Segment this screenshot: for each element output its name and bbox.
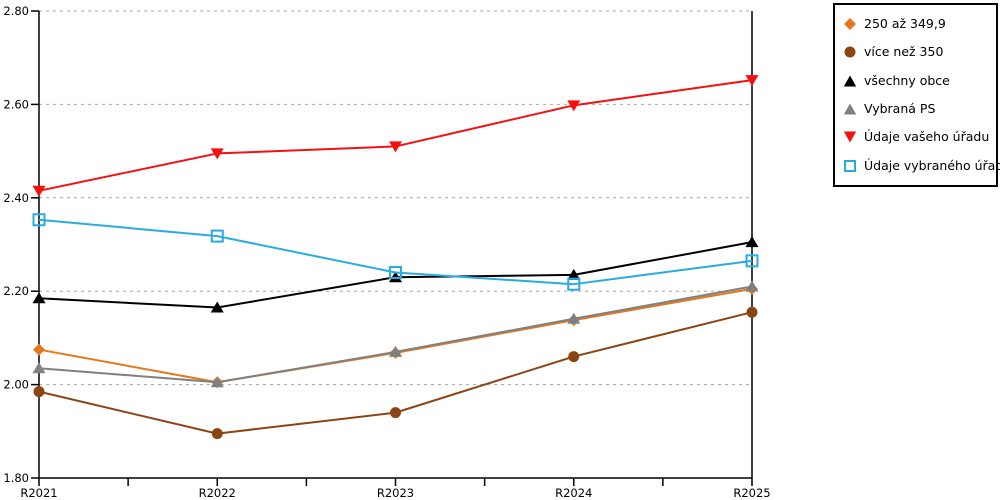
- circle-marker: [390, 407, 401, 419]
- square-open-marker: [745, 254, 759, 268]
- legend-item-label: Vybraná PS: [864, 100, 936, 116]
- triangle-down-marker: [32, 185, 46, 197]
- legend-item-label: všechny obce: [864, 72, 950, 88]
- circle-legend-icon: [844, 46, 856, 58]
- triangle-up-marker: [567, 268, 581, 280]
- legend-item: 250 až 349,9: [843, 17, 992, 31]
- circle-marker: [211, 428, 223, 440]
- triangle-down-marker: [745, 75, 759, 87]
- series-line-4: [38, 79, 753, 192]
- legend-item-label: Údaje vašeho úřadu: [864, 129, 990, 145]
- triangle-up-marker: [745, 236, 759, 248]
- circle-marker: [568, 351, 580, 363]
- series-line-5: [38, 218, 753, 286]
- triangle-up-marker: [745, 280, 759, 292]
- triangle-up-marker: [389, 271, 402, 283]
- square-open-marker: [32, 213, 46, 227]
- y-tick-label: 2.40: [3, 191, 29, 205]
- triangle-up-marker: [210, 301, 224, 313]
- triangle-down-marker: [389, 141, 402, 153]
- square-open-marker: [389, 266, 402, 280]
- triangle-down-marker: [567, 100, 581, 112]
- x-tick-label: R2025: [733, 486, 770, 500]
- x-tick-label: R2024: [555, 486, 592, 500]
- square-open-legend-icon: [844, 159, 856, 172]
- legend-item-label: více než 350: [864, 44, 944, 60]
- triangle-up-marker: [389, 345, 402, 357]
- legend-item-label: Údaje vybraného úřadu: [864, 157, 1000, 173]
- legend-item: více než 350: [843, 45, 992, 59]
- triangle-up-marker: [32, 292, 46, 304]
- y-tick-label: 2.80: [3, 4, 29, 18]
- triangle-down-marker: [210, 148, 224, 160]
- y-tick-label: 1.80: [3, 471, 29, 485]
- triangle-down-legend-icon: [843, 131, 857, 143]
- series-line-3: [38, 285, 753, 384]
- triangle-up-marker: [567, 312, 581, 324]
- legend-item: Údaje vybraného úřadu: [843, 159, 1000, 173]
- triangle-up-marker: [210, 376, 224, 388]
- circle-marker: [33, 386, 45, 398]
- square-open-marker: [567, 277, 581, 291]
- y-tick-label: 2.20: [3, 284, 29, 298]
- circle-marker: [746, 306, 758, 318]
- y-tick-label: 2.00: [3, 378, 29, 392]
- x-tick-label: R2022: [199, 486, 236, 500]
- triangle-up-legend-icon: [843, 75, 857, 87]
- x-tick-label: R2021: [20, 486, 57, 500]
- legend-item: Vybraná PS: [843, 102, 992, 116]
- x-tick-label: R2023: [377, 486, 414, 500]
- triangle-up-marker: [32, 362, 46, 374]
- legend-item: Údaje vašeho úřadu: [843, 130, 992, 144]
- triangle-up-legend-icon: [843, 103, 857, 115]
- square-open-marker: [210, 229, 224, 243]
- legend: 250 až 349,9 více než 350 všechny obce Vybr…: [833, 3, 1000, 187]
- diamond-legend-icon: [844, 18, 856, 31]
- legend-item-label: 250 až 349,9: [864, 15, 946, 31]
- legend-item: všechny obce: [843, 74, 992, 88]
- diamond-marker: [33, 343, 45, 356]
- y-tick-label: 2.60: [3, 97, 29, 111]
